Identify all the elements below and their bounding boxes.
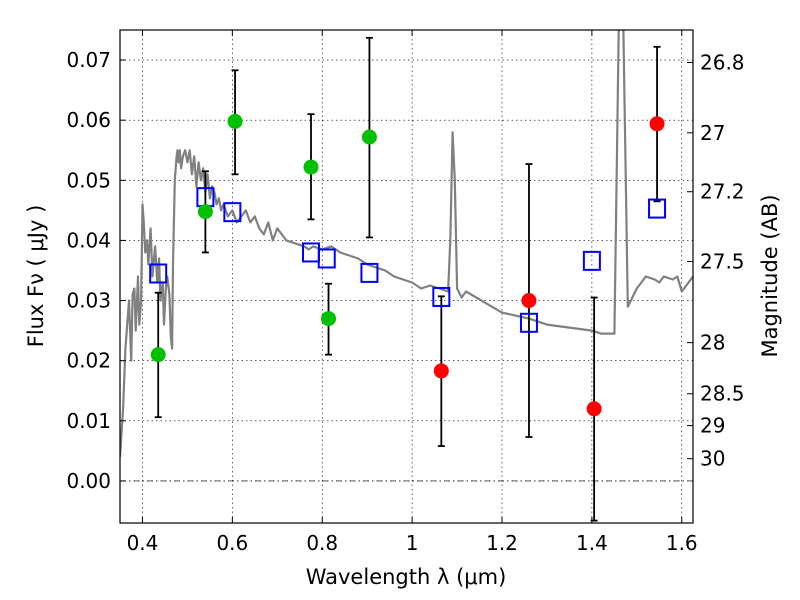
y-tick-label: 0.04 [66, 228, 111, 252]
magnitude-tick-label: 27.2 [700, 180, 745, 204]
model-point-square [648, 198, 667, 219]
green-flux-point [361, 129, 377, 145]
model-point-square [317, 248, 336, 269]
green-flux-point [227, 113, 243, 129]
x-tick-label: 1.4 [576, 531, 608, 555]
magnitude-tick-label: 28 [700, 331, 725, 355]
magnitude-tick-label: 27.5 [700, 249, 745, 273]
x-tick-label: 1 [406, 531, 419, 555]
y-tick-label: 0.06 [66, 108, 111, 132]
model-point-square [519, 312, 538, 333]
right-axis-title: Magnitude (AB) [758, 194, 782, 357]
x-axis-title: Wavelength λ (μm) [306, 565, 507, 589]
x-tick-label: 0.4 [127, 531, 159, 555]
y-axis-title: Flux Fν ( μJy ) [24, 205, 48, 348]
model-point-square [223, 202, 242, 223]
x-tick-label: 1.2 [486, 531, 518, 555]
tick-layer [120, 30, 693, 523]
x-tick-label: 0.8 [306, 531, 338, 555]
magnitude-tick-label: 26.8 [700, 50, 745, 74]
green-flux-point [197, 204, 213, 220]
tick-label-layer: 0.4 0.6 0.8 1 1.2 1.4 1.6 0.00 0.01 0.02 0.03 0.04 0… [66, 48, 744, 555]
y-tick-label: 0.01 [66, 409, 111, 433]
model-point-square [149, 263, 168, 284]
y-tick-label: 0.00 [66, 469, 111, 493]
x-tick-label: 1.6 [666, 531, 698, 555]
y-tick-label: 0.07 [66, 48, 111, 72]
measured-points-layer [150, 113, 665, 417]
model-point-square [582, 250, 601, 271]
y-tick-label: 0.03 [66, 289, 111, 313]
magnitude-tick-label: 27 [700, 121, 725, 145]
plot-frame [119, 29, 694, 524]
green-flux-point [321, 311, 337, 327]
model-point-square [432, 286, 451, 307]
magnitude-tick-label: 28.5 [700, 382, 745, 406]
model-sed-curve [120, 30, 693, 457]
magnitude-tick-label: 30 [700, 447, 725, 471]
green-flux-point [303, 159, 319, 175]
red-flux-point [521, 293, 537, 309]
y-tick-label: 0.05 [66, 168, 111, 192]
red-flux-point [586, 401, 602, 417]
green-flux-point [150, 347, 166, 363]
grid-layer [120, 30, 693, 523]
model-point-square [360, 262, 379, 283]
x-tick-label: 0.6 [216, 531, 248, 555]
sed-curve-layer [120, 30, 693, 457]
red-flux-point [433, 363, 449, 379]
y-tick-label: 0.02 [66, 349, 111, 373]
magnitude-tick-label: 29 [700, 414, 725, 438]
red-flux-point [649, 116, 665, 132]
